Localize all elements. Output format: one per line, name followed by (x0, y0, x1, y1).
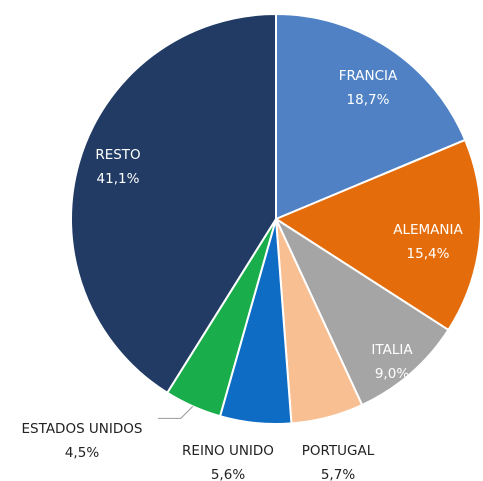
slice-value-label: 41,1% (97, 171, 140, 187)
slice-label: FRANCIA (339, 68, 398, 84)
slice-value-label: 18,7% (347, 92, 390, 108)
slice-value-label: 5,6% (211, 467, 245, 481)
leader-line (158, 406, 194, 419)
pie-slice (70, 12, 277, 395)
pie-slice (273, 138, 482, 332)
slice-label: RESTO (95, 147, 140, 163)
slice-value-label: 4,5% (65, 445, 99, 461)
slice-value-label: 15,4% (407, 246, 450, 262)
slice-label: PORTUGAL (302, 443, 375, 459)
slice-value-label: 5,7% (321, 467, 355, 481)
pie-slice (273, 216, 450, 407)
pie-slice (275, 12, 467, 221)
slice-label: ESTADOS UNIDOS (22, 421, 143, 437)
slice-label: REINO UNIDO (182, 443, 274, 459)
slice-label: ALEMANIA (393, 222, 463, 238)
slice-label: ITALIA (371, 342, 413, 358)
slice-value-label: 9,0% (375, 366, 409, 382)
